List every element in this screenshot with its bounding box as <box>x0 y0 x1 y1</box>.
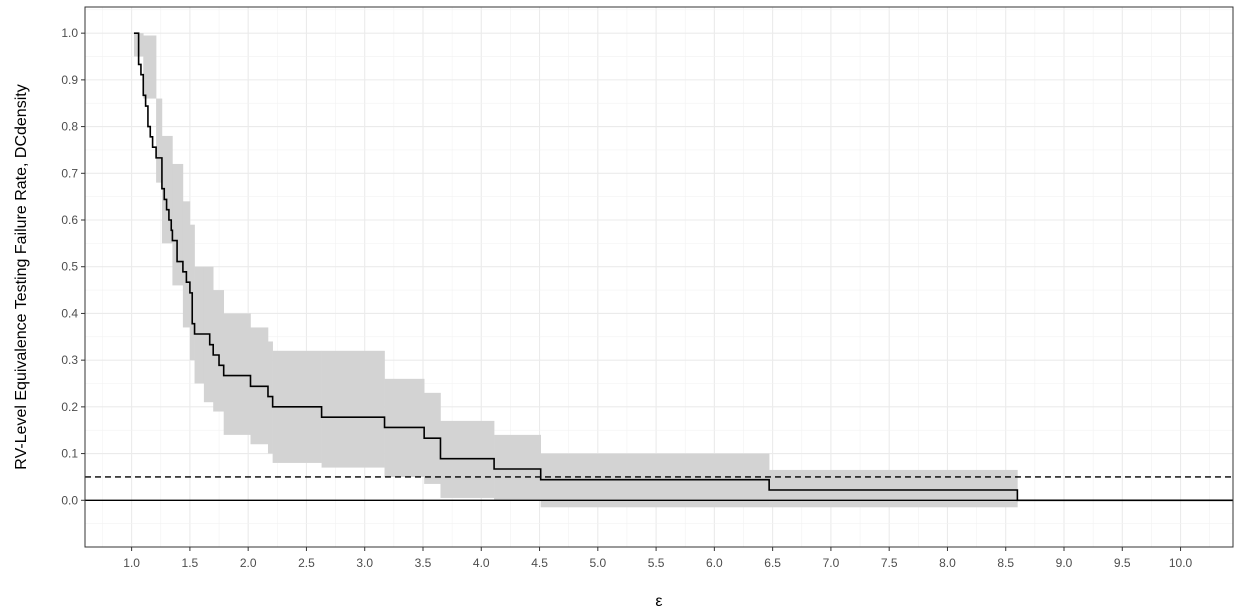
x-tick-label: 5.0 <box>589 556 606 570</box>
x-tick-label: 10.0 <box>1169 556 1193 570</box>
y-axis-ticks: 0.0 0.1 0.2 0.3 0.4 0.5 0.6 0.7 0.8 0.9 1.0 <box>61 26 85 507</box>
confidence-band-step <box>161 135 173 244</box>
confidence-band-step <box>223 313 251 435</box>
confidence-band-step <box>172 163 184 286</box>
x-tick-label: 1.5 <box>182 556 199 570</box>
x-axis-title: ε <box>655 593 662 610</box>
x-tick-label: 6.5 <box>764 556 781 570</box>
x-tick-label: 5.5 <box>648 556 665 570</box>
y-tick-label: 0.9 <box>61 73 78 87</box>
y-tick-label: 0.0 <box>61 493 78 507</box>
x-tick-label: 9.5 <box>1114 556 1131 570</box>
confidence-band-step <box>143 35 157 99</box>
confidence-band-step <box>194 266 205 384</box>
confidence-band-step <box>494 434 542 501</box>
grid-lines <box>85 7 1233 547</box>
x-tick-label: 2.5 <box>298 556 315 570</box>
failure-rate-step-line <box>133 32 1233 502</box>
y-tick-label: 0.3 <box>61 353 78 367</box>
y-tick-label: 0.7 <box>61 166 78 180</box>
x-tick-label: 1.0 <box>123 556 140 570</box>
x-tick-label: 7.0 <box>823 556 840 570</box>
y-tick-label: 0.5 <box>61 260 78 274</box>
x-tick-label: 4.0 <box>473 556 490 570</box>
confidence-band-step <box>182 201 191 328</box>
confidence-band-step <box>267 341 273 454</box>
confidence-band-step <box>321 350 385 468</box>
confidence-band-step <box>213 290 224 412</box>
plot-border <box>84 6 1234 548</box>
x-tick-label: 2.0 <box>240 556 257 570</box>
y-tick-label: 0.4 <box>61 306 78 320</box>
x-tick-label: 8.0 <box>939 556 956 570</box>
x-tick-label: 7.5 <box>881 556 898 570</box>
confidence-band-step <box>156 98 163 183</box>
confidence-band-step <box>769 469 1018 508</box>
x-tick-label: 8.5 <box>997 556 1014 570</box>
x-axis-ticks: 1.0 1.5 2.0 2.5 3.0 3.5 4.0 4.5 5.0 5.5 6.0 6.5 7.0 7… <box>123 547 1193 570</box>
y-tick-label: 0.2 <box>61 400 78 414</box>
x-tick-label: 9.0 <box>1056 556 1073 570</box>
y-tick-label: 0.1 <box>61 447 78 461</box>
x-tick-label: 4.5 <box>531 556 548 570</box>
y-tick-label: 0.6 <box>61 213 78 227</box>
y-tick-label: 0.8 <box>61 120 78 134</box>
failure-rate-line <box>133 32 1233 502</box>
x-tick-label: 3.5 <box>415 556 432 570</box>
x-tick-label: 6.0 <box>706 556 723 570</box>
y-tick-label: 1.0 <box>61 26 78 40</box>
y-axis-title: RV-Level Equivalence Testing Failure Rat… <box>13 84 30 469</box>
x-tick-label: 3.0 <box>356 556 373 570</box>
